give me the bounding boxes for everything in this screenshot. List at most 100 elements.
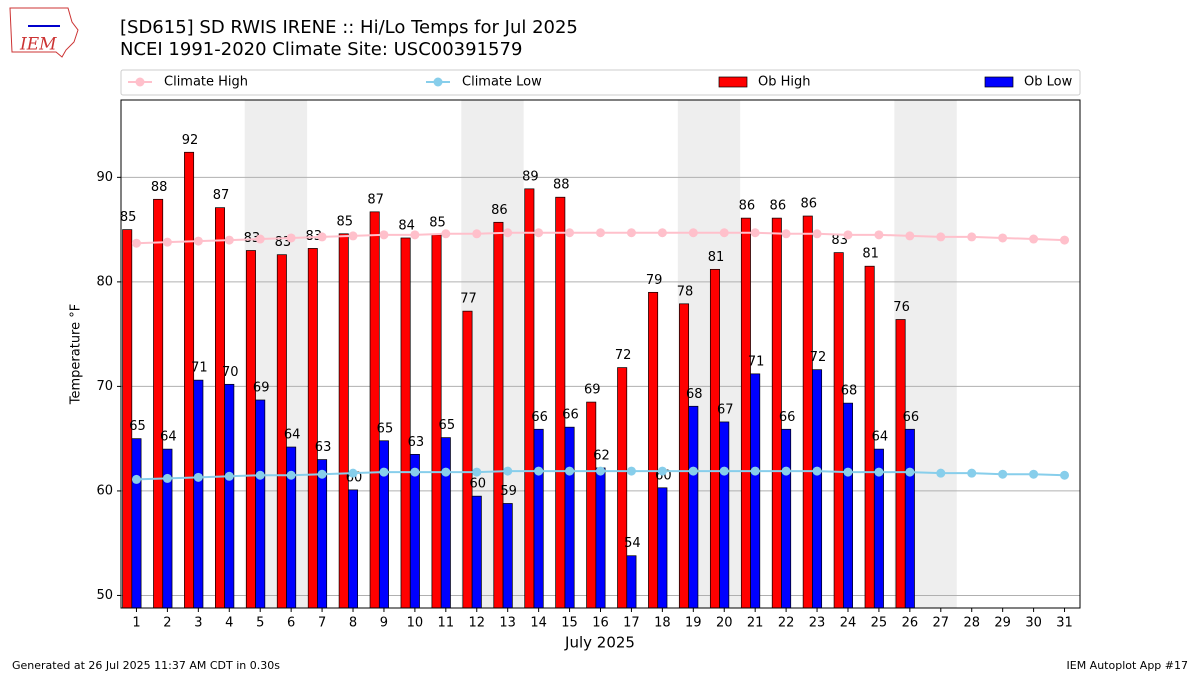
y-axis-label: Temperature °F xyxy=(69,304,84,405)
marker xyxy=(472,467,482,477)
bar xyxy=(369,211,380,609)
value-label: 72 xyxy=(615,348,632,363)
legend-swatch xyxy=(984,76,1014,88)
value-label: 63 xyxy=(315,440,332,455)
x-tick-label: 19 xyxy=(685,616,702,631)
bar xyxy=(555,196,566,609)
logo-outline xyxy=(9,7,79,58)
marker xyxy=(410,467,420,477)
bar xyxy=(255,399,266,609)
x-tick-label: 24 xyxy=(840,616,857,631)
value-label: 71 xyxy=(748,354,765,369)
value-label: 67 xyxy=(717,402,734,417)
marker xyxy=(131,238,141,248)
value-label: 65 xyxy=(439,418,456,433)
value-label: 77 xyxy=(460,292,477,307)
marker xyxy=(843,467,853,477)
x-tick-label: 26 xyxy=(902,616,919,631)
x-tick-label: 13 xyxy=(499,616,516,631)
chart-subtitle: NCEI 1991-2020 Climate Site: USC00391579 xyxy=(120,39,522,60)
bar xyxy=(378,440,389,609)
marker xyxy=(1029,234,1039,244)
bar xyxy=(245,250,256,609)
marker xyxy=(812,229,822,239)
bar xyxy=(564,426,575,609)
marker xyxy=(379,467,389,477)
marker xyxy=(781,229,791,239)
marker xyxy=(657,466,667,476)
bar xyxy=(533,428,544,609)
x-tick-label: 2 xyxy=(163,616,171,631)
x-tick-label: 21 xyxy=(747,616,764,631)
marker xyxy=(936,468,946,478)
value-label: 88 xyxy=(553,178,570,193)
x-tick-label: 30 xyxy=(1025,616,1042,631)
marker xyxy=(626,228,636,238)
marker xyxy=(596,466,605,476)
marker xyxy=(379,230,389,240)
legend-marker xyxy=(433,77,443,87)
bar xyxy=(471,495,482,609)
bar xyxy=(802,215,813,609)
value-label: 62 xyxy=(593,448,610,463)
x-tick-label: 4 xyxy=(225,616,233,631)
bar xyxy=(524,188,535,609)
bar xyxy=(348,489,359,609)
x-tick-label: 15 xyxy=(561,616,578,631)
marker xyxy=(1029,469,1039,479)
legend-label: Ob Low xyxy=(1024,75,1073,90)
marker xyxy=(596,228,605,238)
marker xyxy=(781,466,791,476)
x-tick-label: 3 xyxy=(194,616,202,631)
marker xyxy=(224,235,234,245)
marker xyxy=(317,469,327,479)
logo-text: IEM xyxy=(19,35,57,55)
legend-swatch xyxy=(718,76,748,88)
x-tick-label: 23 xyxy=(809,616,826,631)
value-label: 85 xyxy=(429,215,446,230)
marker xyxy=(750,228,760,238)
value-label: 66 xyxy=(531,410,548,425)
bar xyxy=(740,217,751,609)
x-tick-label: 9 xyxy=(380,616,388,631)
x-tick-label: 10 xyxy=(407,616,424,631)
marker xyxy=(1060,470,1070,480)
x-tick-label: 25 xyxy=(871,616,888,631)
marker xyxy=(874,230,884,240)
bar xyxy=(502,503,513,609)
bar xyxy=(400,237,411,609)
bar xyxy=(617,367,628,609)
chart-title: [SD615] SD RWIS IRENE :: Hi/Lo Temps for… xyxy=(120,17,578,38)
value-label: 86 xyxy=(491,203,508,218)
value-label: 66 xyxy=(562,408,579,423)
bar xyxy=(833,252,844,609)
value-label: 86 xyxy=(739,199,756,214)
marker xyxy=(998,233,1008,243)
value-label: 83 xyxy=(831,233,848,248)
value-label: 81 xyxy=(862,247,879,262)
plot-frame xyxy=(120,99,1081,609)
marker xyxy=(719,466,729,476)
x-tick-label: 17 xyxy=(623,616,640,631)
x-tick-label: 11 xyxy=(438,616,455,631)
bar xyxy=(648,291,659,609)
bar xyxy=(193,379,204,609)
value-label: 72 xyxy=(810,350,827,365)
value-label: 68 xyxy=(686,387,703,402)
value-label: 68 xyxy=(841,384,858,399)
bar xyxy=(709,268,720,609)
bar xyxy=(162,448,173,609)
bar xyxy=(224,383,235,609)
bar xyxy=(842,402,853,609)
value-label: 85 xyxy=(120,210,137,225)
value-label: 87 xyxy=(213,188,230,203)
bar xyxy=(750,373,761,609)
value-label: 76 xyxy=(893,300,910,315)
x-tick-label: 31 xyxy=(1056,616,1073,631)
value-label: 66 xyxy=(903,410,920,425)
x-tick-label: 5 xyxy=(256,616,264,631)
marker xyxy=(967,468,977,478)
bar xyxy=(657,487,668,609)
marker xyxy=(503,466,513,476)
